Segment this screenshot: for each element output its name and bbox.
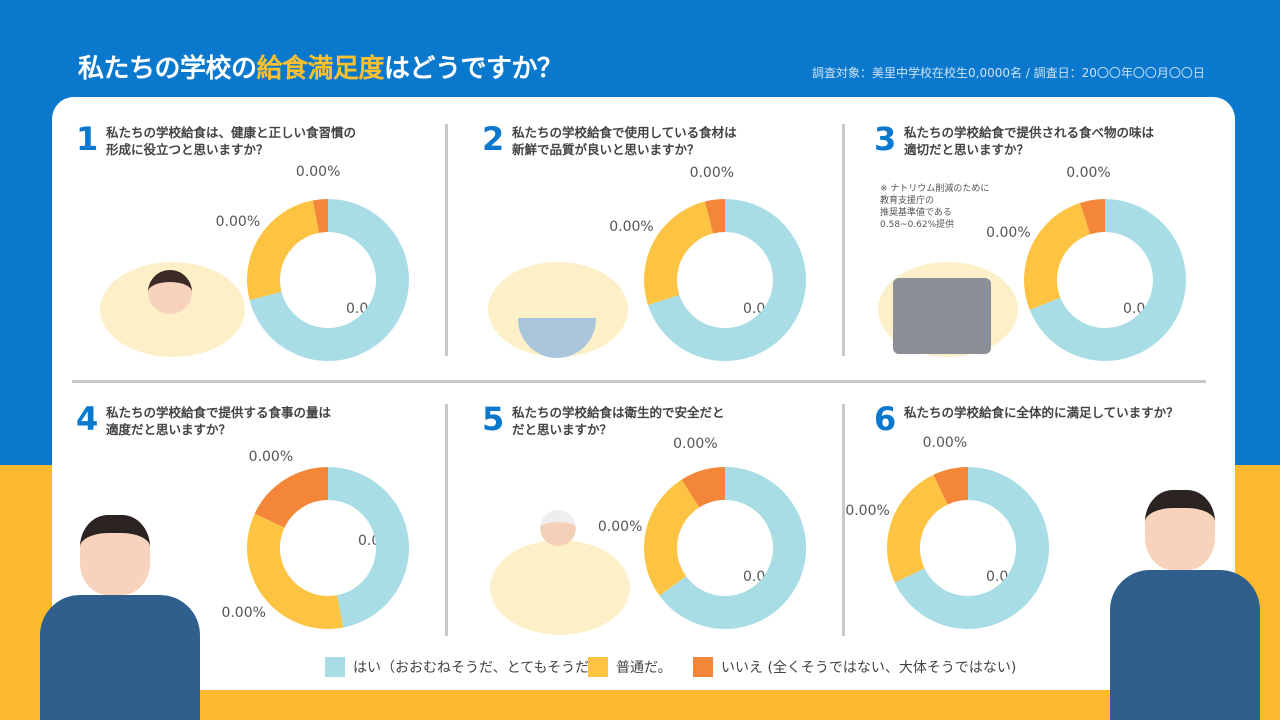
female-student-illustration: [20, 495, 230, 720]
donut-chart: [246, 467, 409, 629]
data-label: 0.00%: [295, 164, 341, 181]
data-label: 0.00%: [1066, 165, 1111, 182]
divider: [842, 124, 845, 356]
slice-no: [312, 199, 328, 233]
slice-neutral: [1024, 202, 1091, 310]
page-title: 私たちの学校の給食満足度はどうですか？: [78, 54, 563, 84]
slice-no: [704, 199, 725, 234]
slice-neutral: [887, 474, 948, 583]
donut-chart: [644, 199, 806, 361]
slice-neutral: [247, 200, 320, 301]
divider: [72, 380, 1206, 383]
chef-illustration: [490, 540, 630, 635]
question-number: 3: [874, 120, 897, 158]
legend-swatch: [325, 657, 345, 677]
male-student-illustration: [1100, 485, 1270, 720]
student-icon: [148, 270, 192, 314]
question-text: 私たちの学校給食で提供する食事の量は 適度だと思いますか？: [106, 405, 332, 437]
slice-yes: [647, 199, 806, 361]
slice-yes: [659, 467, 806, 629]
slice-no: [1079, 199, 1105, 235]
question-text: 私たちの学校給食で提供される食べ物の味は 適切だと思いますか？: [904, 125, 1155, 157]
slice-yes: [894, 467, 1049, 629]
data-label: 0.00%: [248, 448, 294, 465]
data-label: 0.00%: [673, 436, 718, 453]
chef-icon: [540, 510, 576, 546]
question-text: 私たちの学校給食で使用している食材は 新鮮で品質が良いと思いますか？: [512, 125, 737, 157]
slice-neutral: [246, 513, 344, 629]
donut-chart: [247, 199, 409, 361]
question-number: 5: [482, 400, 505, 438]
question-text: 私たちの学校給食は衛生的で安全だと だと思いますか？: [512, 405, 725, 437]
data-label: 0.00%: [986, 225, 1031, 242]
slice-yes: [249, 199, 409, 361]
legend-yes: はい（おおむねそうだ、とてもそうだ）: [325, 657, 603, 677]
donut-chart: [1024, 199, 1186, 361]
divider: [445, 124, 448, 356]
legend-label: はい（おおむねそうだ、とてもそうだ）: [353, 660, 604, 676]
data-label: 0.00%: [597, 518, 643, 535]
slice-no: [681, 467, 725, 508]
data-label: 0.00%: [922, 434, 968, 451]
slice-neutral: [644, 201, 714, 306]
slice-no: [933, 467, 968, 505]
survey-info: 調査対象：美里中学校在校生0,0000名 / 調査日：20〇〇年〇〇月〇〇日: [812, 66, 1205, 80]
data-label: 0.00%: [215, 213, 261, 230]
data-label: 0.00%: [689, 164, 735, 181]
legend-label: 普通だ。: [616, 660, 672, 676]
question-number: 4: [76, 400, 99, 438]
content-card: [52, 97, 1235, 690]
donut-chart: [887, 467, 1049, 629]
legend-swatch: [693, 657, 713, 677]
question-text: 私たちの学校給食に全体的に満足していますか？: [904, 405, 1179, 420]
lunch-tray-icon: [893, 278, 991, 354]
data-label: 0.00%: [845, 502, 890, 519]
legend-swatch: [588, 657, 608, 677]
question-number: 2: [482, 120, 505, 158]
donut-chart: [644, 467, 806, 629]
slice-yes: [328, 467, 409, 628]
data-label: 0.00%: [609, 219, 654, 236]
slice-yes: [1029, 199, 1186, 361]
question-number: 6: [874, 400, 897, 438]
data-label: 0.00%: [221, 604, 266, 621]
sodium-note: ※ ナトリウム削減のために 教育支援庁の 推奨基準値である 0.58~0.62%…: [880, 184, 990, 230]
question-number: 1: [76, 120, 99, 158]
legend-neutral: 普通だ。: [588, 657, 672, 677]
divider: [445, 404, 448, 636]
slice-neutral: [644, 479, 700, 596]
divider: [842, 404, 845, 636]
legend-label: いいえ (全くそうではない、大体そうではない): [721, 660, 1017, 676]
legend-no: いいえ (全くそうではない、大体そうではない): [693, 657, 1016, 677]
slice-no: [254, 467, 328, 528]
question-text: 私たちの学校給食は、健康と正しい食習慣の 形成に役立つと思いますか？: [106, 125, 357, 157]
